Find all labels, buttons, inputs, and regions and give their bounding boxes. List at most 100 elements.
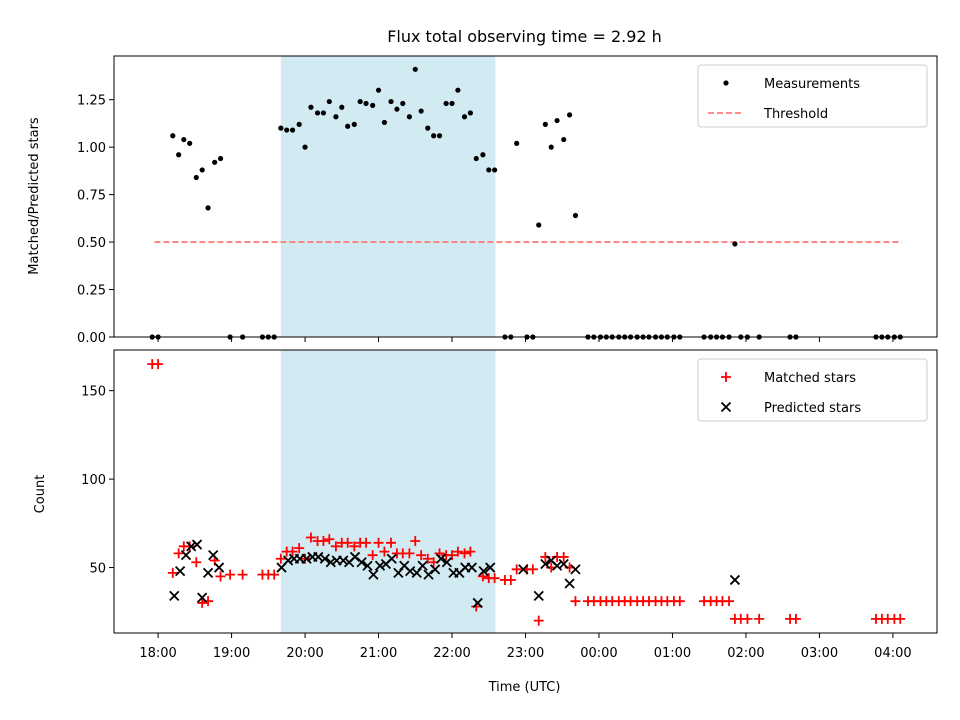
measurement-point: [314, 110, 321, 116]
measurement-point: [455, 87, 461, 93]
y-tick-label: 1.00: [77, 141, 106, 156]
measurement-point: [542, 121, 548, 127]
matched-star-mark: [269, 569, 280, 580]
matched-star-mark: [416, 550, 427, 561]
legend-predicted-marker: [720, 401, 732, 413]
predicted-star-mark: [191, 539, 203, 550]
predicted-star-mark: [558, 558, 569, 570]
measurement-point: [370, 102, 376, 108]
chart-title: Flux total observing time = 2.92 h: [387, 27, 662, 46]
matched-star-mark: [724, 596, 735, 607]
matched-star-mark: [173, 548, 184, 559]
predicted-star-mark: [283, 555, 294, 566]
matched-star-mark: [422, 553, 433, 564]
measurement-point: [217, 155, 224, 162]
predicted-star-mark: [197, 592, 208, 603]
measurement-point: [431, 133, 437, 139]
legend-label: Predicted stars: [764, 401, 861, 416]
observing-window-span: [280, 350, 496, 633]
y-tick-label: 0.25: [77, 284, 106, 299]
matched-star-mark: [275, 553, 286, 564]
measurement-point: [375, 87, 382, 93]
predicted-star-mark: [466, 562, 477, 573]
matched-star-mark: [410, 536, 421, 547]
x-tick-label: 18:00: [139, 646, 176, 661]
matched-star-mark: [318, 536, 329, 547]
x-tick-label: 23:00: [507, 646, 544, 661]
measurement-point: [339, 104, 345, 110]
matched-star-mark: [452, 546, 463, 557]
measurement-point: [187, 140, 193, 146]
matched-star-mark: [505, 574, 516, 585]
x-tick-label: 22:00: [433, 646, 470, 661]
measurement-point: [425, 125, 431, 131]
matched-star-mark: [742, 613, 753, 624]
legend-label: Measurements: [764, 77, 860, 92]
predicted-star-mark: [169, 590, 180, 601]
predicted-star-mark: [319, 553, 331, 564]
measurement-point: [436, 133, 443, 139]
legend-box: [697, 358, 928, 422]
predicted-star-mark: [540, 558, 551, 570]
matched-star-mark: [167, 567, 178, 578]
y-tick-label: 0.00: [77, 331, 106, 346]
predicted-star-mark: [533, 590, 544, 601]
measurement-point: [205, 205, 211, 211]
matched-star-mark: [511, 564, 522, 575]
measurement-point: [170, 133, 176, 139]
matched-star-mark: [367, 550, 378, 561]
measurement-point: [363, 100, 369, 107]
matched-star-mark: [379, 546, 390, 557]
legend-measurement-marker: [723, 80, 729, 86]
predicted-star-mark: [213, 562, 225, 573]
measurement-point: [412, 66, 418, 72]
matched-star-mark: [191, 557, 202, 568]
measurement-point: [473, 155, 479, 162]
matched-star-mark: [895, 613, 906, 624]
measurement-point: [289, 127, 296, 133]
measurement-point: [351, 121, 357, 127]
measurement-point: [345, 123, 351, 129]
bottom-ylabel: Count: [33, 475, 48, 514]
matched-star-mark: [225, 569, 236, 580]
predicted-star-mark: [472, 597, 483, 609]
measurement-point: [212, 159, 218, 165]
y-tick-label: 100: [81, 473, 106, 488]
legend-label: Matched stars: [764, 371, 856, 386]
measurement-point: [333, 114, 339, 120]
matched-star-mark: [349, 541, 360, 552]
x-tick-label: 20:00: [286, 646, 323, 661]
legend: Matched stars Predicted stars: [697, 358, 928, 422]
measurement-point: [461, 114, 468, 120]
measurement-point: [278, 125, 284, 131]
x-tick-label: 19:00: [213, 646, 250, 661]
matched-star-mark: [237, 569, 248, 580]
legend-box: [697, 64, 928, 128]
measurement-point: [193, 174, 199, 181]
measurement-point: [326, 98, 332, 105]
matched-star-mark: [527, 564, 538, 575]
predicted-star-mark: [356, 557, 367, 568]
measurement-point: [199, 167, 205, 173]
measurement-point: [394, 106, 400, 112]
legend-matched-marker: [721, 372, 731, 382]
matched-star-mark: [465, 546, 476, 557]
predicted-star-mark: [435, 553, 447, 564]
measurement-point: [320, 110, 327, 116]
legend: Measurements Threshold: [697, 64, 928, 128]
measurement-point: [296, 121, 302, 127]
matched-star-mark: [342, 537, 353, 548]
x-tick-label: 02:00: [727, 646, 764, 661]
measurement-point: [284, 127, 290, 133]
matched-star-mark: [153, 359, 164, 370]
measurement-point: [308, 104, 314, 110]
top-panel: 0.00 0.25 0.50 0.75 1.00 1.25 Measurements Thre…: [77, 55, 938, 346]
matched-star-mark: [324, 534, 335, 545]
measurement-point: [492, 167, 498, 173]
matched-star-mark: [184, 541, 195, 552]
predicted-star-mark: [570, 564, 581, 575]
predicted-star-mark: [368, 569, 379, 580]
bottom-panel: 50 100 150 18:00 19:00 20:00 21:00 22:00 23:00 00…: [81, 349, 938, 661]
matched-star-mark: [674, 596, 685, 607]
